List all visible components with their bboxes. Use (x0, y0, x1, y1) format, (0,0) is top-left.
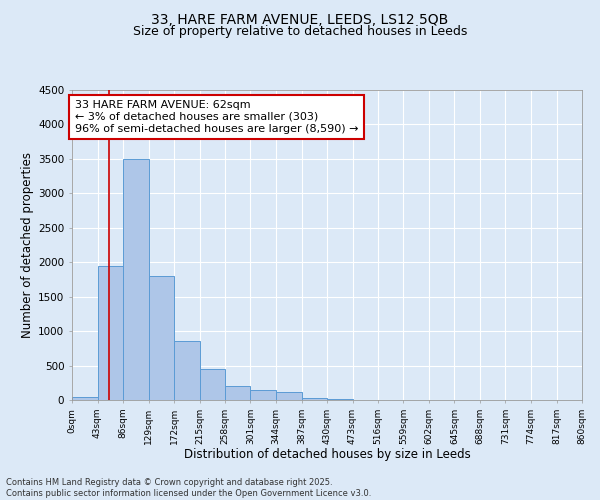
Bar (199, 369, 225, 400)
Text: 33 HARE FARM AVENUE: 62sqm
← 3% of detached houses are smaller (303)
96% of semi: 33 HARE FARM AVENUE: 62sqm ← 3% of detac… (75, 100, 358, 134)
Bar (302, 398, 327, 400)
Y-axis label: Number of detached properties: Number of detached properties (21, 152, 34, 338)
Text: 33, HARE FARM AVENUE, LEEDS, LS12 5QB: 33, HARE FARM AVENUE, LEEDS, LS12 5QB (151, 12, 449, 26)
Text: Size of property relative to detached houses in Leeds: Size of property relative to detached ho… (133, 25, 467, 38)
Bar (251, 390, 276, 400)
Bar (225, 386, 251, 400)
Bar (149, 276, 174, 400)
Bar (276, 392, 302, 400)
Bar (97, 266, 123, 400)
Bar (72, 396, 97, 400)
Bar (123, 159, 149, 400)
Bar (174, 342, 199, 400)
X-axis label: Distribution of detached houses by size in Leeds: Distribution of detached houses by size … (184, 448, 470, 461)
Text: Contains HM Land Registry data © Crown copyright and database right 2025.
Contai: Contains HM Land Registry data © Crown c… (6, 478, 371, 498)
